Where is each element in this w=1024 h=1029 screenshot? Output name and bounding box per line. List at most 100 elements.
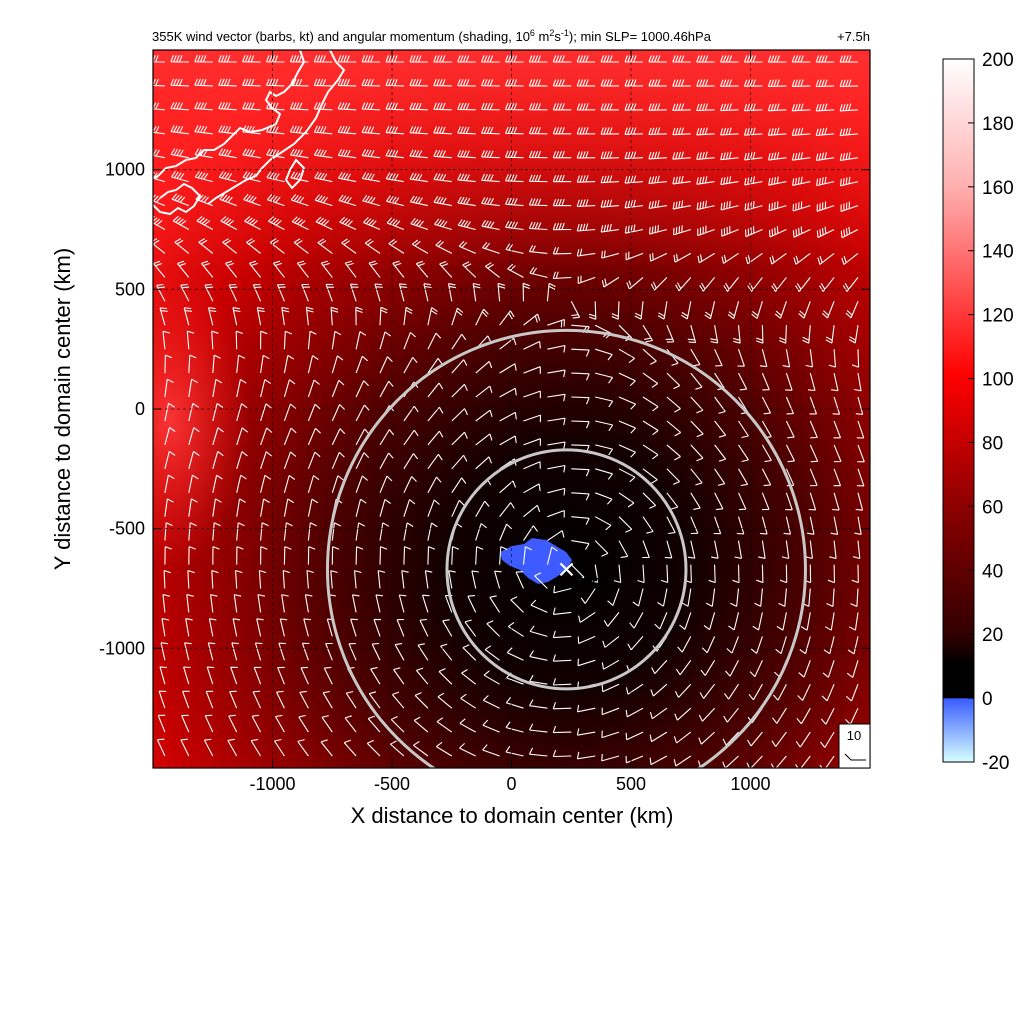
wind-barb-829 — [601, 707, 620, 716]
wind-barb-750 — [160, 642, 168, 661]
wind-barb-342 — [451, 307, 464, 326]
wind-barb-626 — [781, 540, 790, 560]
wind-barb-735 — [507, 622, 524, 637]
wind-barb-324 — [727, 301, 740, 320]
wind-barb-742 — [677, 636, 692, 653]
wind-barb-117 — [791, 127, 811, 136]
wind-barb-224 — [481, 219, 500, 231]
wind-barb-243 — [222, 238, 238, 254]
wind-barb-59 — [839, 79, 859, 88]
wind-barb-543 — [236, 474, 247, 493]
wind-barb-135 — [504, 150, 524, 159]
wind-barb-383 — [714, 348, 723, 367]
wind-barb-263 — [697, 252, 715, 264]
wind-barb-580 — [403, 499, 416, 517]
wind-barb-414 — [738, 372, 748, 391]
storm-center-label: 1000.9 — [568, 574, 611, 590]
wind-barb-277 — [320, 260, 333, 278]
wind-barb-431 — [427, 382, 444, 398]
wind-barb-283 — [462, 261, 477, 278]
wind-barb-618 — [594, 540, 609, 557]
wind-barb-470 — [642, 420, 659, 436]
wind-barb-228 — [576, 223, 596, 232]
wind-barb-170 — [624, 175, 644, 184]
wind-barb-166 — [528, 174, 548, 183]
wind-barb-711 — [654, 612, 668, 630]
wind-barb-249 — [364, 238, 381, 254]
wind-barb-670 — [401, 570, 409, 589]
wind-barb-822 — [437, 692, 453, 709]
wind-barb-434 — [499, 387, 517, 398]
wind-barb-781 — [183, 666, 191, 685]
wind-barb-638 — [355, 546, 364, 565]
wind-barb-498 — [595, 444, 614, 456]
wind-barb-780 — [159, 666, 168, 685]
wind-barb-102 — [433, 126, 452, 135]
wind-barb-149 — [839, 152, 859, 162]
wind-barb-818 — [345, 691, 357, 709]
wind-barb-601 — [188, 522, 197, 541]
x-tick-label-2: 0 — [506, 774, 516, 794]
wind-barb-739 — [602, 635, 620, 648]
wind-barb-752 — [207, 642, 216, 661]
wind-barb-646 — [546, 546, 558, 565]
wind-barb-378 — [595, 348, 613, 361]
wind-barb-846 — [298, 714, 309, 733]
wind-barb-455 — [283, 403, 297, 422]
wind-barb-755 — [278, 642, 286, 661]
wind-barb-464 — [499, 411, 517, 422]
wind-barb-551 — [427, 476, 442, 494]
wind-barb-468 — [595, 420, 614, 432]
wind-barb-881 — [413, 741, 429, 757]
wind-barb-187 — [314, 194, 333, 207]
wind-barb-83 — [696, 103, 715, 112]
wind-barb-710 — [629, 612, 644, 629]
wind-barb-541 — [188, 474, 199, 493]
wind-barb-720 — [161, 618, 170, 637]
wind-barb-172 — [672, 175, 691, 185]
wind-barb-315 — [522, 282, 530, 302]
wind-barb-4 — [242, 55, 261, 63]
wind-barb-441 — [666, 396, 681, 413]
wind-barb-134 — [481, 150, 500, 159]
wind-barb-877 — [320, 739, 333, 757]
wind-barb-330 — [159, 307, 168, 326]
wind-barb-66 — [289, 102, 309, 111]
wind-barb-507 — [809, 444, 819, 463]
x-tick-label-4: 1000 — [730, 774, 770, 794]
wind-barb-281 — [415, 260, 429, 278]
wind-barb-197 — [552, 198, 572, 207]
wind-barb-165 — [504, 174, 524, 183]
wind-barb-503 — [714, 444, 727, 462]
wind-barb-85 — [743, 103, 763, 112]
wind-barb-860 — [625, 731, 644, 741]
wind-barb-400 — [403, 357, 418, 374]
wind-barb-133 — [457, 149, 476, 159]
wind-barb-15 — [504, 55, 524, 63]
wind-barb-634 — [260, 546, 268, 565]
wind-barb-21 — [648, 55, 667, 63]
wind-barb-210 — [153, 215, 166, 230]
wind-barb-597 — [807, 516, 815, 535]
wind-barb-24 — [720, 55, 739, 63]
wind-barb-874 — [250, 738, 262, 757]
wind-barb-510 — [164, 450, 176, 469]
wind-barb-386 — [782, 349, 791, 368]
wind-barb-334 — [256, 306, 265, 326]
wind-barb-866 — [771, 731, 787, 747]
wind-barb-879 — [366, 739, 381, 757]
wind-barb-115 — [743, 127, 763, 136]
wind-barb-630 — [164, 546, 172, 565]
barb-reference-mark — [844, 753, 866, 761]
wind-barb-831 — [649, 707, 668, 720]
wind-barb-552 — [451, 477, 467, 494]
wind-barb-807 — [797, 683, 811, 701]
wind-barb-895 — [746, 755, 763, 768]
wind-barb-581 — [427, 499, 440, 517]
wind-barb-538 — [833, 468, 842, 487]
wind-barb-357 — [802, 325, 811, 344]
wind-barb-256 — [528, 245, 548, 254]
wind-barb-651 — [660, 564, 669, 584]
wind-barb-253 — [458, 240, 476, 254]
wind-barb-673 — [471, 570, 479, 589]
